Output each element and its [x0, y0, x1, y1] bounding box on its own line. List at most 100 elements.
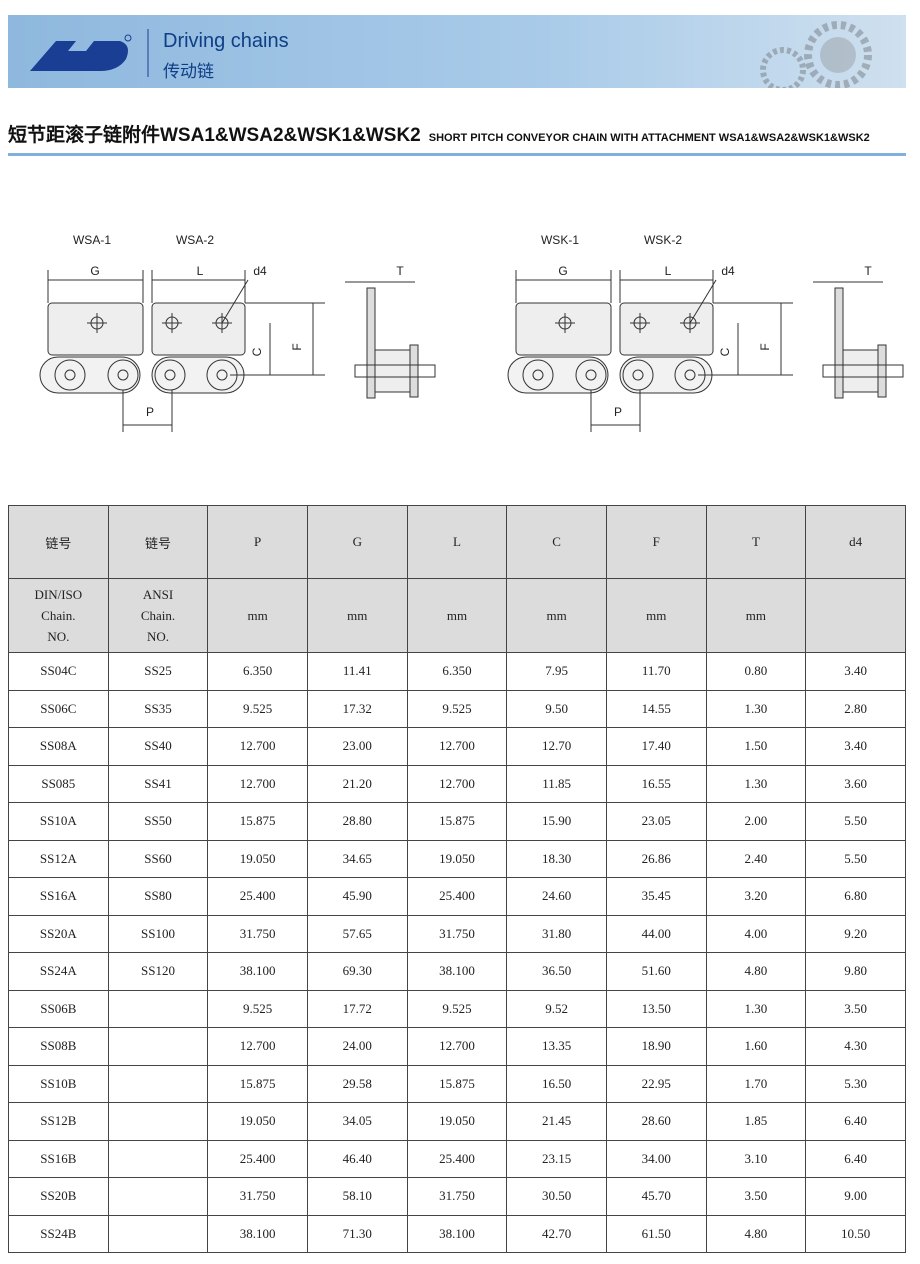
unit: mm	[745, 607, 767, 623]
table-cell: 11.85	[506, 764, 607, 803]
diagram-label: G	[90, 264, 99, 278]
side-plate	[409, 344, 419, 398]
table-cell: 34.00	[605, 1139, 707, 1178]
table-row: SS10B 15.875 29.58 15.875 16.50 22.95 1.70 5.30	[8, 1064, 906, 1103]
roller	[522, 359, 554, 391]
table-cell: 15.875	[207, 802, 308, 841]
table-cell: SS24B	[8, 1214, 109, 1253]
table-cell: 15.875	[406, 1064, 508, 1103]
table-cell: 30.50	[506, 1177, 607, 1216]
table-cell: SS08A	[8, 727, 109, 766]
table-cell: SS80	[107, 877, 209, 916]
table-row: SS08B 12.700 24.00 12.700 13.35 18.90 1.60 4.30	[8, 1027, 906, 1066]
diagram-label: F	[758, 343, 772, 350]
column-subheader: mm	[605, 578, 707, 653]
table-cell: 6.350	[207, 652, 308, 691]
table-cell: 31.750	[406, 1177, 508, 1216]
column-subheader: mm	[306, 578, 408, 653]
table-cell: 10.50	[805, 1214, 906, 1253]
pin	[585, 369, 597, 381]
diagram-label: P	[146, 405, 154, 419]
table-cell: 31.750	[406, 914, 508, 953]
table-cell: SS100	[107, 914, 209, 953]
leader	[689, 279, 717, 324]
table-row: SS085 SS41 12.700 21.20 12.700 11.85 16.55 1.30…	[8, 764, 906, 803]
table-cell: SS12B	[8, 1102, 109, 1141]
column-header: 链号	[8, 505, 109, 579]
pin	[164, 369, 176, 381]
subheader-line: NO.	[47, 629, 70, 644]
table-cell: 44.00	[605, 914, 707, 953]
unit: mm	[646, 607, 667, 623]
table-cell	[107, 1102, 209, 1141]
table-cell: 12.70	[506, 727, 607, 766]
roller	[622, 359, 654, 391]
table-row: SS06C SS35 9.525 17.32 9.525 9.50 14.55 1.30 2.8…	[8, 689, 906, 728]
gear-art	[760, 21, 872, 93]
subheader-line: Chain.	[41, 608, 76, 623]
side-roller	[842, 349, 884, 393]
column-header: 链号	[107, 505, 209, 579]
table-cell: 3.40	[805, 652, 906, 691]
table-cell: 6.350	[406, 652, 508, 691]
subheader-line: ANSI	[142, 587, 174, 602]
table-cell	[107, 1214, 209, 1253]
pin	[117, 369, 129, 381]
table-cell: 12.700	[406, 727, 508, 766]
title-cn: 短节距滚子链附件WSA1&WSA2&WSK1&WSK2	[8, 125, 421, 146]
table-cell: SS120	[107, 952, 209, 991]
table-cell: 19.050	[406, 839, 508, 878]
table-cell: 11.41	[306, 652, 408, 691]
diagram-label: d4	[253, 264, 267, 278]
table-cell: SS04C	[8, 652, 109, 691]
table-cell: 35.45	[605, 877, 707, 916]
column-subheader: mm	[207, 578, 308, 653]
side-pin	[822, 364, 904, 378]
table-cell: SS10A	[8, 802, 109, 841]
diagram-label: F	[290, 343, 304, 350]
table-cell: 7.95	[506, 652, 607, 691]
table-cell: 9.80	[805, 952, 906, 991]
table-cell: 11.70	[605, 652, 707, 691]
table-cell: SS10B	[8, 1064, 109, 1103]
link	[507, 356, 609, 394]
table-cell: SS085	[8, 764, 109, 803]
table-cell: 9.20	[805, 914, 906, 953]
table-cell: 4.00	[705, 914, 807, 953]
table-cell: 34.65	[306, 839, 408, 878]
diagram-label: G	[558, 264, 567, 278]
table-cell: 25.400	[207, 877, 308, 916]
table-cell: 5.50	[805, 802, 906, 841]
roller	[54, 359, 86, 391]
table-cell: 9.525	[207, 689, 308, 728]
table-cell: 12.700	[406, 1027, 508, 1066]
side-plate	[366, 287, 376, 399]
table-cell: 12.700	[406, 764, 508, 803]
table-cell: 23.15	[506, 1139, 607, 1178]
column-header: G	[306, 505, 408, 579]
table-cell: 6.40	[805, 1139, 906, 1178]
brand: Driving chains	[163, 30, 289, 52]
table-cell: 71.30	[306, 1214, 408, 1253]
table-cell: 3.10	[705, 1139, 807, 1178]
unit: mm	[347, 607, 368, 623]
table-cell: 28.60	[605, 1102, 707, 1141]
table-cell: 13.50	[605, 989, 707, 1028]
table-cell: 16.50	[506, 1064, 607, 1103]
table-cell: 38.100	[406, 952, 508, 991]
diagram-label: P	[614, 405, 622, 419]
table-cell	[107, 1027, 209, 1066]
title-en: SHORT PITCH CONVEYOR CHAIN WITH ATTACHME…	[428, 132, 870, 144]
column-subheader: mm	[406, 578, 508, 653]
table-cell: 58.10	[306, 1177, 408, 1216]
diagram-label: L	[197, 264, 204, 278]
table-cell: 15.875	[406, 802, 508, 841]
unit: mm	[247, 607, 268, 623]
table-cell: 3.50	[705, 1177, 807, 1216]
header-graphics	[30, 21, 872, 93]
table-cell: 9.525	[207, 989, 308, 1028]
attachment-plate	[619, 302, 714, 356]
table-row: SS20A SS100 31.750 57.65 31.750 31.80 44.00 4.0…	[8, 914, 906, 953]
table-cell: 3.50	[805, 989, 906, 1028]
